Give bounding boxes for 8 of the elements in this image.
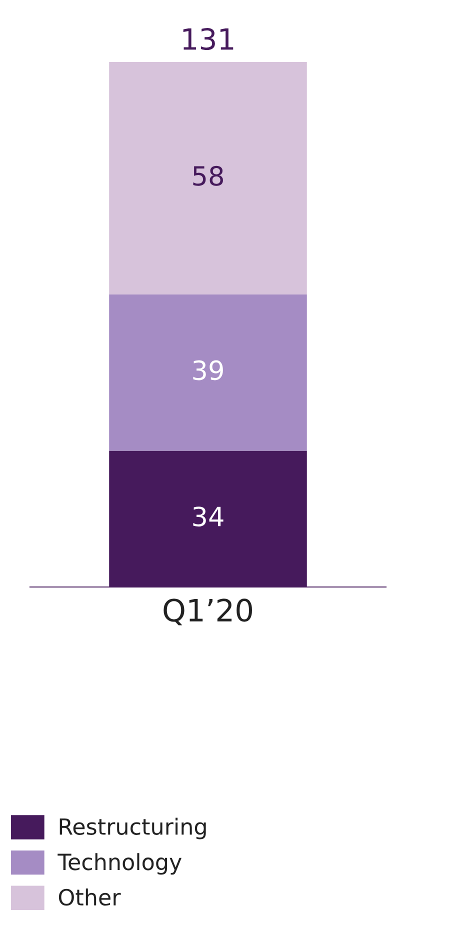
x-tick-label: Q1’20: [164, 598, 252, 626]
legend-label: Other: [58, 888, 121, 906]
data-label: 34: [193, 506, 224, 527]
total-label: 131: [183, 28, 234, 50]
legend-label: Technology: [58, 853, 182, 875]
data-label: 58: [193, 166, 223, 186]
data-label: 39: [193, 360, 223, 380]
legend-label: Restructuring: [60, 818, 206, 840]
